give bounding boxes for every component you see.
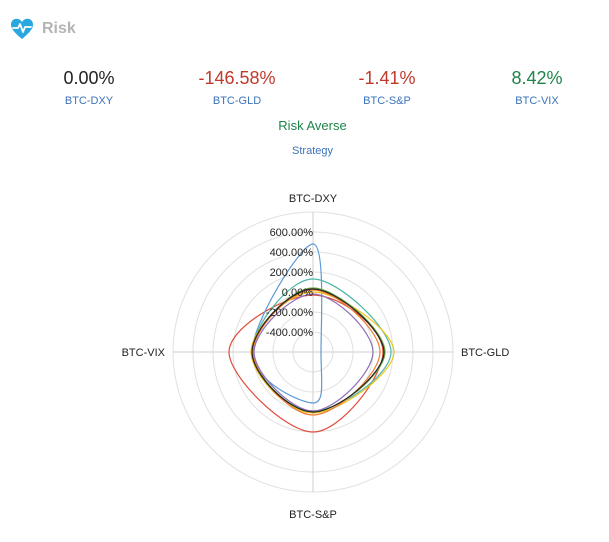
axis-label-btc-vix: BTC-VIX <box>122 347 166 359</box>
tick-label: -200.00% <box>266 307 313 319</box>
tick-label: 0.00% <box>282 287 313 299</box>
metric-value: -1.41% <box>358 68 416 88</box>
tick-label: -400.00% <box>266 327 313 339</box>
series-line-5 <box>252 289 381 416</box>
tick-label: 600.00% <box>270 227 314 239</box>
tick-label: 400.00% <box>270 247 314 259</box>
axis-label-btc-dxy: BTC-DXY <box>289 193 338 205</box>
strategy-status: Risk Averse <box>278 118 347 133</box>
metric-btc-vix: 8.42% BTC-VIX <box>462 68 609 107</box>
series-line-7 <box>251 288 385 413</box>
metrics-row: 0.00% BTC-DXY -146.58% BTC-GLD -1.41% BT… <box>0 68 609 118</box>
metric-label: BTC-S&P <box>363 95 411 107</box>
metric-btc-dxy: 0.00% BTC-DXY <box>14 68 164 107</box>
series-line-6 <box>253 293 374 412</box>
metric-value: 8.42% <box>511 68 563 88</box>
metric-label: BTC-VIX <box>515 95 559 107</box>
panel-title: Risk <box>42 20 76 37</box>
panel-header: Risk <box>10 14 76 44</box>
metric-label: BTC-GLD <box>212 95 262 107</box>
axis-label-btc-gld: BTC-GLD <box>461 347 509 359</box>
metric-btc-sp: -1.41% BTC-S&P <box>312 68 462 107</box>
metric-btc-gld: -146.58% BTC-GLD <box>162 68 312 107</box>
metric-value: 0.00% <box>63 68 115 88</box>
strategy-label: Strategy <box>292 145 333 157</box>
metric-label: BTC-DXY <box>64 95 114 107</box>
series-line-1 <box>251 243 323 404</box>
tick-label: 200.00% <box>270 267 314 279</box>
heart-pulse-icon <box>11 18 33 39</box>
metric-value: -146.58% <box>198 68 276 88</box>
axis-label-btc-s-p: BTC-S&P <box>289 509 337 521</box>
